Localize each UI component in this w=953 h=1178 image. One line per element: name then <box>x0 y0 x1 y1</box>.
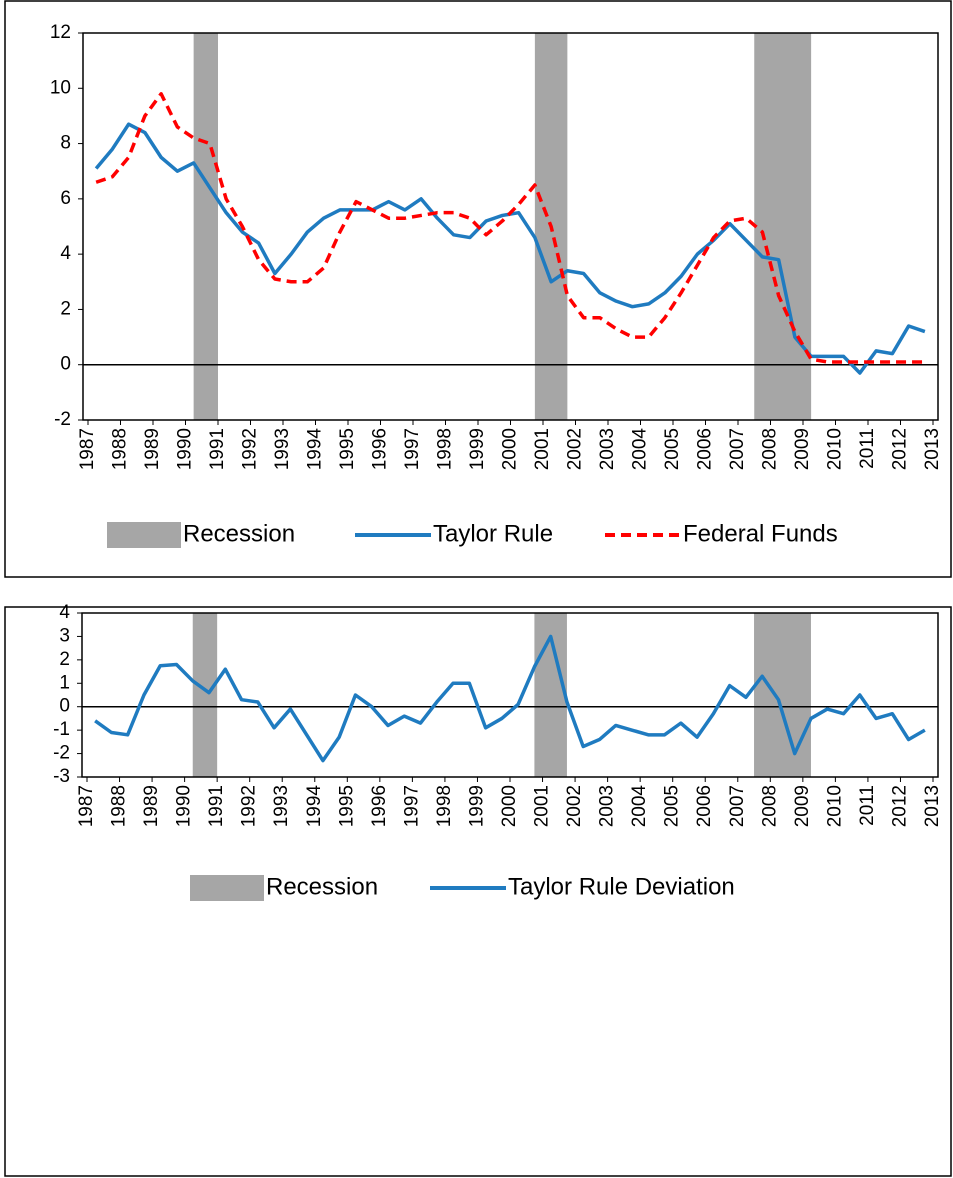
x-tick-label: 2006 <box>694 785 715 827</box>
x-tick-label: 1999 <box>467 428 488 470</box>
y-tick-label: -1 <box>53 719 70 740</box>
x-tick-label: 1997 <box>401 785 422 827</box>
x-tick-label: 2009 <box>792 428 813 470</box>
x-tick-label: 2010 <box>824 785 845 827</box>
x-tick-label: 1987 <box>77 428 98 470</box>
series-line <box>94 634 926 763</box>
series-line <box>95 92 925 364</box>
x-tick-label: 1991 <box>207 428 228 470</box>
x-tick-label: 1994 <box>304 785 325 828</box>
x-tick-label: 2007 <box>727 785 748 827</box>
x-tick-label: 1999 <box>466 785 487 827</box>
x-tick-label: 2008 <box>759 785 780 827</box>
x-tick-label: 2005 <box>662 428 683 470</box>
y-tick-label: 8 <box>60 133 71 154</box>
y-tick-label: 10 <box>50 77 71 98</box>
legend-label: Taylor Rule <box>433 520 553 547</box>
x-tick-label: 2005 <box>662 785 683 827</box>
plot-frame <box>81 612 939 778</box>
x-tick-label: 1994 <box>305 428 326 471</box>
y-tick-label: 4 <box>59 602 70 623</box>
y-tick-label: 6 <box>60 188 71 209</box>
y-tick-label: 0 <box>59 696 70 717</box>
x-tick-label: 2003 <box>597 428 618 470</box>
legend-label: Recession <box>183 520 295 547</box>
x-tick-label: 1998 <box>434 785 455 827</box>
x-tick-label: 2001 <box>532 428 553 470</box>
y-tick-label: 1 <box>59 672 70 693</box>
x-tick-label: 2008 <box>760 428 781 470</box>
y-tick-label: 2 <box>59 649 70 670</box>
recession-band <box>754 613 811 777</box>
x-tick-label: 2001 <box>532 785 553 827</box>
x-tick-label: 2004 <box>629 785 650 828</box>
recession-band <box>754 33 812 420</box>
x-tick-label: 2002 <box>564 785 585 827</box>
x-tick-label: 2006 <box>695 428 716 470</box>
x-tick-label: 1990 <box>174 785 195 827</box>
x-tick-label: 2013 <box>922 785 943 827</box>
x-tick-label: 1988 <box>110 428 131 470</box>
y-tick-label: -3 <box>53 766 70 787</box>
x-tick-label: 1996 <box>369 785 390 827</box>
y-tick-label: 2 <box>60 298 71 319</box>
x-tick-label: 1997 <box>402 428 423 470</box>
x-tick-label: 1995 <box>337 428 358 470</box>
x-tick-label: 2002 <box>565 428 586 470</box>
y-tick-label: 0 <box>60 354 71 375</box>
x-tick-label: 1988 <box>109 785 130 827</box>
x-tick-label: 1990 <box>175 428 196 470</box>
legend-label: Recession <box>266 873 378 900</box>
y-tick-label: 12 <box>50 22 71 43</box>
x-tick-label: 1989 <box>142 428 163 470</box>
x-tick-label: 1991 <box>206 785 227 827</box>
x-tick-label: 2003 <box>597 785 618 827</box>
plot-frame <box>82 32 939 421</box>
x-tick-label: 2009 <box>792 785 813 827</box>
x-tick-label: 2012 <box>889 785 910 827</box>
x-tick-label: 1992 <box>239 785 260 827</box>
legend-swatch <box>190 875 264 901</box>
recession-band <box>193 33 218 420</box>
y-tick-label: -2 <box>53 743 70 764</box>
legend-swatch <box>107 522 181 548</box>
x-tick-label: 1993 <box>272 428 293 470</box>
chart-frame <box>4 606 952 1177</box>
chart-frame <box>4 0 952 578</box>
x-tick-label: 1992 <box>240 428 261 470</box>
x-tick-label: 2011 <box>857 785 878 826</box>
x-tick-label: 2004 <box>630 428 651 471</box>
x-tick-label: 1987 <box>76 785 97 827</box>
x-tick-label: 2013 <box>922 428 943 470</box>
legend-label: Taylor Rule Deviation <box>508 873 735 900</box>
y-tick-label: 3 <box>59 625 70 646</box>
x-tick-label: 1993 <box>271 785 292 827</box>
x-tick-label: 2000 <box>500 428 521 470</box>
x-tick-label: 1998 <box>435 428 456 470</box>
x-tick-label: 2010 <box>825 428 846 470</box>
x-tick-label: 1996 <box>370 428 391 470</box>
y-tick-label: -2 <box>54 409 71 430</box>
recession-band <box>192 613 218 777</box>
y-tick-label: 4 <box>60 243 71 264</box>
x-tick-label: 2007 <box>727 428 748 470</box>
x-tick-label: 2011 <box>857 428 878 469</box>
x-tick-label: 2000 <box>499 785 520 827</box>
x-tick-label: 1989 <box>141 785 162 827</box>
legend-label: Federal Funds <box>683 520 838 547</box>
x-tick-label: 1995 <box>336 785 357 827</box>
x-tick-label: 2012 <box>890 428 911 470</box>
